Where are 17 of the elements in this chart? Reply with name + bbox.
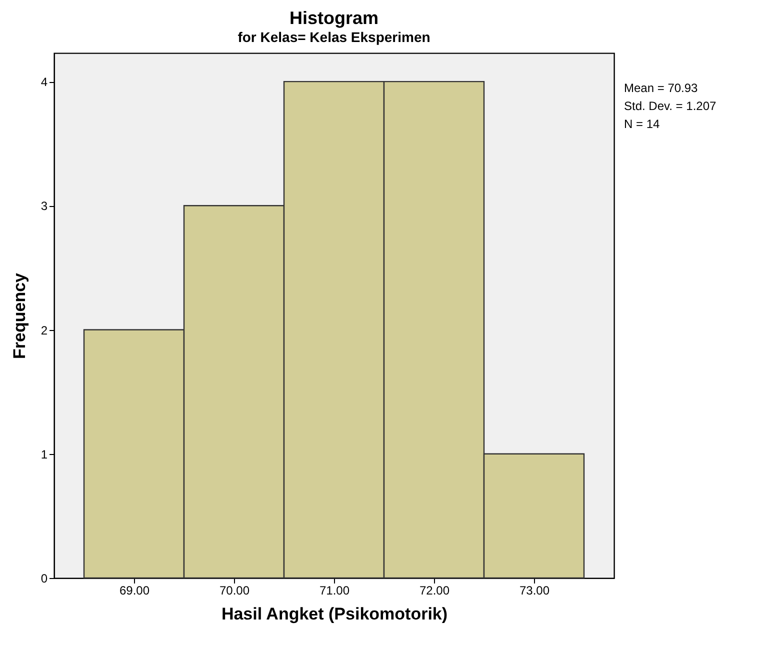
x-tick-label: 72.00 (419, 584, 450, 598)
y-tick-label: 0 (40, 572, 48, 586)
chart-title: Histogram (289, 8, 379, 28)
text: Mean = 70.93 (624, 81, 698, 95)
x-tick-label: 69.00 (119, 584, 150, 598)
text: N = 14 (624, 117, 660, 131)
chart-subtitle: for Kelas= Kelas Eksperimen (238, 29, 430, 45)
text: Std. Dev. = 1.207 (624, 99, 716, 113)
y-tick-label: 3 (40, 199, 48, 214)
x-axis-title: Hasil Angket (Psikomotorik) (221, 604, 448, 624)
x-tick-label: 73.00 (519, 584, 550, 598)
y-tick-label: 1 (40, 447, 48, 462)
x-tick-label: 70.00 (219, 584, 250, 598)
y-tick-label: 2 (40, 323, 48, 338)
x-tick-label: 71.00 (319, 584, 350, 598)
y-tick-label: 4 (40, 75, 48, 90)
y-axis-title: Frequency (10, 272, 29, 359)
